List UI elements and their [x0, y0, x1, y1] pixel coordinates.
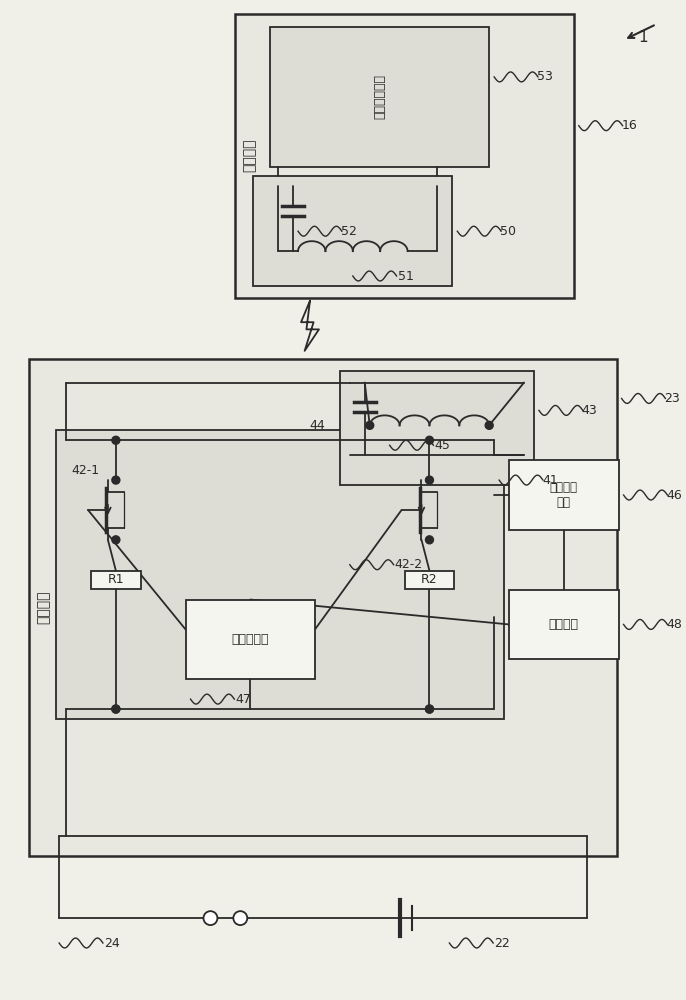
Text: 受电电路: 受电电路 [242, 139, 257, 172]
Bar [91, 571, 141, 589]
Circle shape [112, 536, 120, 544]
Circle shape [425, 436, 434, 444]
Text: 电压检测
电路: 电压检测 电路 [550, 481, 578, 509]
Text: 23: 23 [665, 392, 680, 405]
Text: 51: 51 [398, 270, 414, 283]
Circle shape [233, 911, 247, 925]
Bar [235, 14, 573, 298]
Text: 22: 22 [494, 937, 510, 950]
Bar [340, 371, 534, 485]
Circle shape [204, 911, 217, 925]
Circle shape [112, 476, 120, 484]
Text: 42-1: 42-1 [71, 464, 99, 477]
Text: 24: 24 [104, 937, 119, 950]
Text: 52: 52 [341, 225, 357, 238]
Circle shape [425, 705, 434, 713]
Bar [509, 590, 619, 659]
Text: 45: 45 [434, 439, 450, 452]
Text: 16: 16 [622, 119, 637, 132]
Text: 41: 41 [542, 474, 558, 487]
Text: R1: R1 [108, 573, 124, 586]
Text: 46: 46 [666, 489, 682, 502]
Circle shape [425, 705, 434, 713]
Text: 1: 1 [639, 30, 648, 45]
Text: R2: R2 [421, 573, 438, 586]
Circle shape [112, 705, 120, 713]
Text: 整流平滑电路: 整流平滑电路 [373, 74, 386, 119]
Bar [509, 460, 619, 530]
Text: 送电电路: 送电电路 [36, 591, 50, 624]
Circle shape [425, 536, 434, 544]
Bar [253, 176, 452, 286]
Circle shape [485, 421, 493, 429]
Text: 48: 48 [666, 618, 683, 631]
Text: 47: 47 [235, 693, 251, 706]
Bar [56, 430, 504, 719]
Text: 43: 43 [582, 404, 598, 417]
Bar [405, 571, 454, 589]
Circle shape [112, 436, 120, 444]
Bar [270, 27, 489, 167]
Bar [29, 359, 617, 856]
Text: 栅极驱动器: 栅极驱动器 [231, 633, 269, 646]
Bar [185, 600, 315, 679]
Circle shape [366, 421, 374, 429]
Text: 53: 53 [537, 70, 553, 83]
Text: 42-2: 42-2 [394, 558, 423, 571]
Circle shape [112, 705, 120, 713]
Text: 50: 50 [500, 225, 516, 238]
Text: 44: 44 [309, 419, 325, 432]
Text: 控制电路: 控制电路 [549, 618, 579, 631]
Circle shape [425, 476, 434, 484]
